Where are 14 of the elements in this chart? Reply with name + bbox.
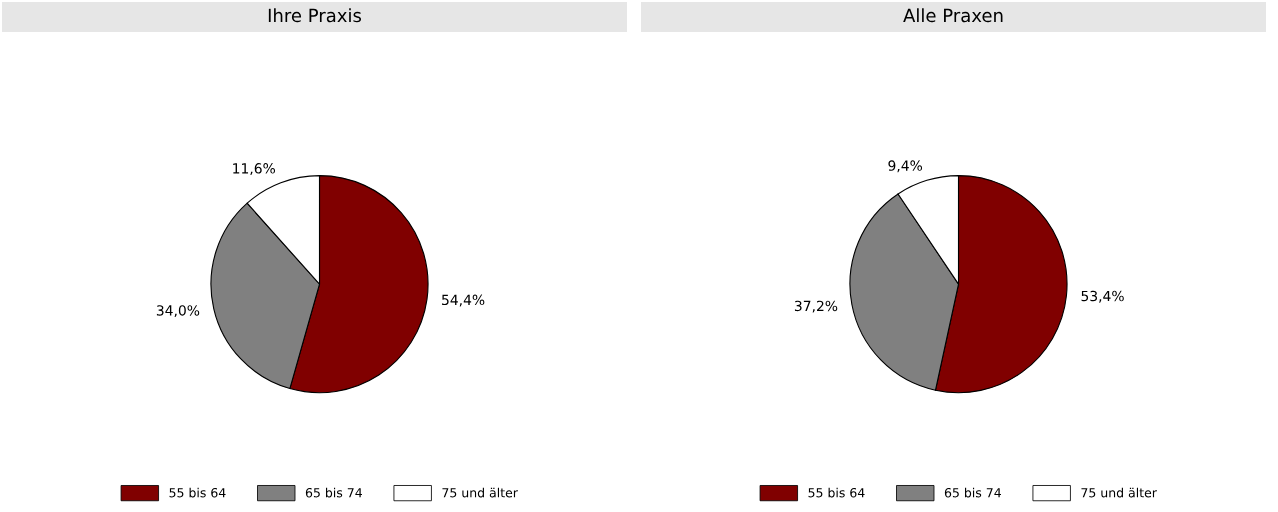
legend-label: 65 bis 74 <box>944 487 1001 498</box>
data-label: 37,2% <box>794 300 838 313</box>
chart-title: Ihre Praxis <box>268 8 362 23</box>
data-label: 54,4% <box>442 294 485 307</box>
data-label: 9,4% <box>888 160 923 173</box>
legend-label: 55 bis 64 <box>169 487 226 498</box>
legend-label: 65 bis 74 <box>305 487 362 498</box>
legend-label: 55 bis 64 <box>808 487 865 498</box>
chart-title: Alle Praxen <box>903 8 1003 23</box>
data-label: 11,6% <box>233 163 276 176</box>
legend-label: 75 und älter <box>1081 487 1157 498</box>
data-label: 53,4% <box>1081 290 1124 303</box>
data-label: 34,0% <box>156 305 200 318</box>
legend-label: 75 und älter <box>442 487 518 498</box>
